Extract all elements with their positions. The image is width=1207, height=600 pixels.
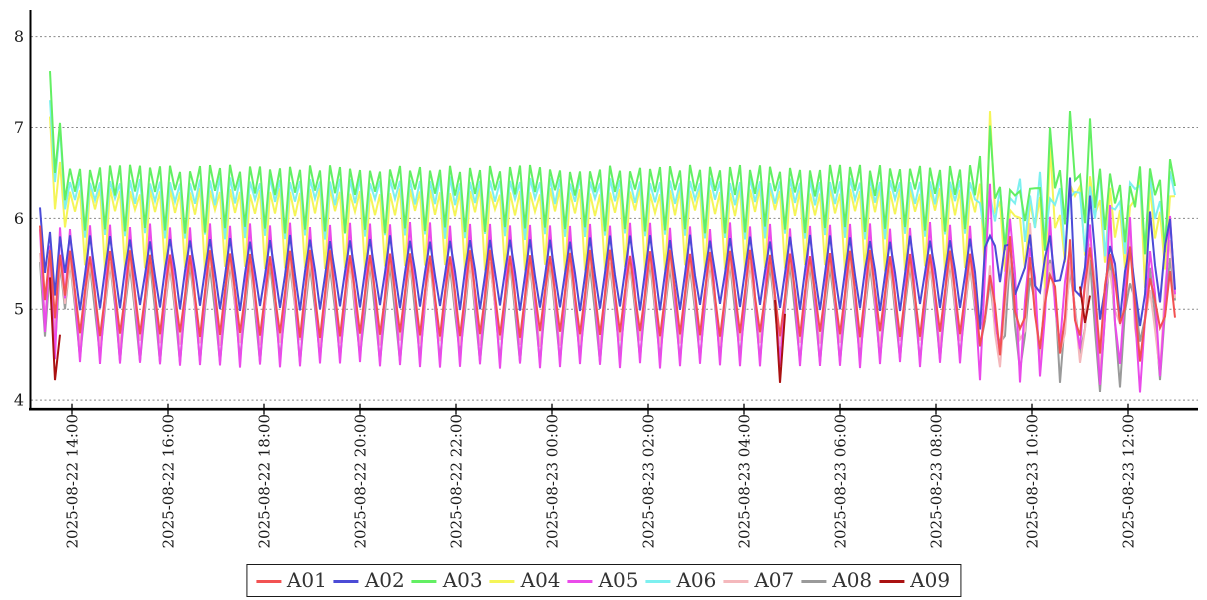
legend-item: A01	[251, 567, 327, 593]
legend-label: A05	[598, 568, 639, 592]
legend-label: A01	[286, 568, 327, 592]
legend-swatch-A02	[333, 579, 359, 583]
x-tick-label: 2025-08-22 16:00	[160, 414, 178, 548]
x-tick-label: 2025-08-23 06:00	[832, 414, 850, 548]
x-tick-label: 2025-08-22 22:00	[448, 414, 466, 548]
x-tick-label: 2025-08-23 10:00	[1024, 414, 1042, 548]
y-tick-label: 8	[14, 27, 24, 46]
legend-swatch-A05	[567, 579, 593, 583]
legend-label: A09	[910, 568, 951, 592]
x-tick-label: 2025-08-22 14:00	[64, 414, 82, 548]
series-line-A01	[39, 225, 1176, 362]
legend-label: A06	[676, 568, 717, 592]
legend-item: A06	[640, 567, 716, 593]
x-tick-label: 2025-08-22 20:00	[352, 414, 370, 548]
legend-item: A09	[874, 567, 950, 593]
y-tick-label: 5	[14, 300, 24, 319]
series-line-A02	[39, 177, 1176, 330]
legend-item: A05	[563, 567, 639, 593]
x-tick-label: 2025-08-23 12:00	[1120, 414, 1138, 548]
series-line-A03	[49, 71, 1176, 255]
legend-swatch-A08	[801, 579, 827, 583]
legend-swatch-A03	[411, 579, 437, 583]
series-line-A09	[49, 277, 1091, 383]
legend-item: A08	[796, 567, 872, 593]
legend-swatch-A07	[723, 579, 749, 583]
legend-swatch-A04	[489, 579, 515, 583]
legend-label: A03	[442, 568, 483, 592]
legend-item: A02	[329, 567, 405, 593]
x-tick-label: 2025-08-23 08:00	[928, 414, 946, 548]
legend-swatch-A01	[255, 579, 281, 583]
x-tick-label: 2025-08-22 18:00	[256, 414, 274, 548]
legend-item: A07	[718, 567, 794, 593]
legend-item: A04	[485, 567, 561, 593]
y-tick-label: 7	[14, 118, 24, 137]
x-tick-label: 2025-08-23 04:00	[736, 414, 754, 548]
legend-swatch-A06	[645, 579, 671, 583]
y-tick-label: 6	[14, 209, 24, 228]
x-tick-label: 2025-08-23 02:00	[640, 414, 658, 548]
legend-label: A02	[364, 568, 405, 592]
legend-item: A03	[407, 567, 483, 593]
x-tick-label: 2025-08-23 00:00	[544, 414, 562, 548]
legend-swatch-A09	[879, 579, 905, 583]
legend-label: A08	[832, 568, 873, 592]
legend-label: A07	[754, 568, 795, 592]
y-tick-label: 4	[14, 391, 24, 410]
legend-label: A04	[520, 568, 561, 592]
legend: A01 A02 A03 A04 A05 A06 A07 A08 A09	[245, 564, 962, 597]
